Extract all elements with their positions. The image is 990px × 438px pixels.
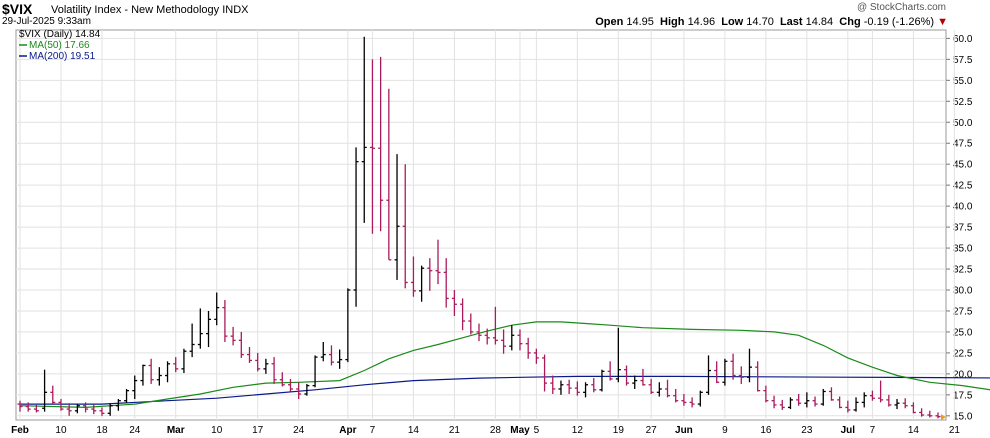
low-value: 14.70 xyxy=(746,16,774,28)
x-tick-label: 17 xyxy=(252,425,264,436)
x-tick-label: Jul xyxy=(841,425,856,436)
y-tick-label: 40.0 xyxy=(953,202,973,213)
x-tick-label: Mar xyxy=(167,425,185,436)
legend-entry: MA(50) 17.66 xyxy=(29,40,90,51)
x-tick-label: 23 xyxy=(801,425,813,436)
plot-area xyxy=(15,29,947,421)
x-tick-label: 14 xyxy=(908,425,920,436)
exchange-code: INDX xyxy=(222,4,249,16)
x-tick-label: Feb xyxy=(11,425,29,436)
last-value: 14.84 xyxy=(805,16,834,28)
y-tick-label: 55.0 xyxy=(953,76,973,87)
instrument-name: Volatility Index - New Methodology INDX xyxy=(51,4,249,16)
x-tick-label: 7 xyxy=(870,425,876,436)
quote-timestamp: 29-Jul-2025 9:33am xyxy=(2,16,91,27)
x-tick-label: 10 xyxy=(55,425,67,436)
y-tick-label: 32.5 xyxy=(953,265,973,276)
x-tick-label: 10 xyxy=(211,425,223,436)
y-tick-label: 27.5 xyxy=(953,306,973,317)
x-tick-label: 24 xyxy=(129,425,141,436)
y-tick-label: 50.0 xyxy=(953,118,973,129)
x-tick-label: 9 xyxy=(722,425,728,436)
chg-value: -0.19 (-1.26%) xyxy=(863,16,935,28)
y-tick-label: 57.5 xyxy=(953,55,973,66)
y-tick-label: 37.5 xyxy=(953,223,973,234)
legend-entry: MA(200) 19.51 xyxy=(29,51,96,62)
y-tick-label: 42.5 xyxy=(953,181,973,192)
x-tick-label: 28 xyxy=(490,425,502,436)
y-tick-label: 17.5 xyxy=(953,390,973,401)
x-tick-label: 24 xyxy=(293,425,305,436)
x-tick-label: 21 xyxy=(449,425,461,436)
high-label: High xyxy=(660,16,685,28)
instrument-title: Volatility Index - New Methodology xyxy=(51,4,220,16)
x-tick-label: 27 xyxy=(646,425,658,436)
y-tick-label: 47.5 xyxy=(953,139,973,150)
x-tick-label: 5 xyxy=(534,425,540,436)
x-tick-label: 12 xyxy=(572,425,584,436)
y-tick-label: 60.0 xyxy=(953,34,973,45)
y-tick-label: 35.0 xyxy=(953,244,973,255)
y-tick-label: 30.0 xyxy=(953,286,973,297)
high-value: 14.96 xyxy=(687,16,716,28)
y-tick-label: 22.5 xyxy=(953,348,973,359)
x-tick-label: 7 xyxy=(370,425,376,436)
y-tick-label: 15.0 xyxy=(953,411,973,422)
open-label: Open xyxy=(595,16,624,28)
ma50-line xyxy=(19,321,990,409)
x-tick-label: 14 xyxy=(408,425,420,436)
x-tick-label: 19 xyxy=(613,425,625,436)
y-tick-label: 45.0 xyxy=(953,160,973,171)
x-tick-label: Jun xyxy=(675,425,693,436)
x-tick-label: 18 xyxy=(96,425,108,436)
legend-entry: $VIX (Daily) 14.84 xyxy=(19,29,101,40)
open-value: 14.95 xyxy=(626,16,654,28)
y-tick-label: 52.5 xyxy=(953,97,973,108)
x-tick-label: 21 xyxy=(949,425,961,436)
last-label: Last xyxy=(779,16,803,28)
down-arrow-icon: ▼ xyxy=(937,16,948,28)
x-tick-label: May xyxy=(510,425,530,436)
y-tick-label: 20.0 xyxy=(953,369,973,380)
x-tick-label: 16 xyxy=(760,425,772,436)
y-tick-label: 25.0 xyxy=(953,327,973,338)
ticker-symbol: $VIX xyxy=(2,1,33,17)
quote-summary: Open 14.95 High 14.96 Low 14.70 Last 14.… xyxy=(595,16,948,28)
low-label: Low xyxy=(721,16,744,28)
ma200-line xyxy=(20,375,990,405)
chg-label: Chg xyxy=(839,16,861,28)
stockcharts-watermark: @ StockCharts.com xyxy=(856,2,946,13)
x-tick-label: Apr xyxy=(339,425,356,436)
last-price-marker xyxy=(941,414,946,421)
